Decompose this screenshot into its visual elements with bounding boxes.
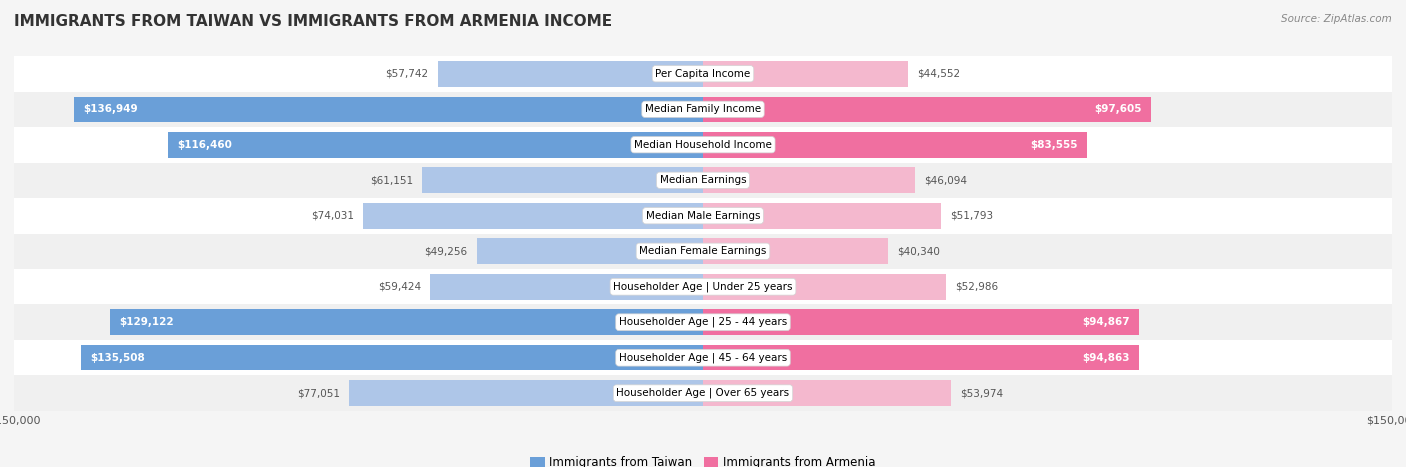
Text: Median Household Income: Median Household Income: [634, 140, 772, 150]
Bar: [703, 345, 1139, 370]
Bar: [14, 269, 1392, 304]
Text: $51,793: $51,793: [950, 211, 993, 221]
Text: Median Male Earnings: Median Male Earnings: [645, 211, 761, 221]
Text: $94,863: $94,863: [1083, 353, 1129, 363]
Text: $44,552: $44,552: [917, 69, 960, 79]
Bar: [477, 239, 703, 264]
Bar: [14, 127, 1392, 163]
Bar: [430, 274, 703, 299]
Bar: [110, 310, 703, 335]
Bar: [703, 203, 941, 228]
Bar: [703, 310, 1139, 335]
Bar: [14, 198, 1392, 234]
Bar: [437, 61, 703, 86]
Bar: [14, 56, 1392, 92]
Text: $49,256: $49,256: [425, 246, 468, 256]
Bar: [703, 168, 915, 193]
Text: $52,986: $52,986: [956, 282, 998, 292]
Text: $77,051: $77,051: [297, 388, 340, 398]
Text: $136,949: $136,949: [83, 104, 138, 114]
Text: $40,340: $40,340: [897, 246, 941, 256]
Text: $61,151: $61,151: [370, 175, 413, 185]
Bar: [14, 163, 1392, 198]
Text: Source: ZipAtlas.com: Source: ZipAtlas.com: [1281, 14, 1392, 24]
Text: IMMIGRANTS FROM TAIWAN VS IMMIGRANTS FROM ARMENIA INCOME: IMMIGRANTS FROM TAIWAN VS IMMIGRANTS FRO…: [14, 14, 612, 29]
Text: $74,031: $74,031: [311, 211, 354, 221]
Bar: [14, 234, 1392, 269]
Bar: [349, 381, 703, 406]
Bar: [422, 168, 703, 193]
Text: $83,555: $83,555: [1031, 140, 1077, 150]
Text: Householder Age | Under 25 years: Householder Age | Under 25 years: [613, 282, 793, 292]
Text: $57,742: $57,742: [385, 69, 429, 79]
Text: $135,508: $135,508: [90, 353, 145, 363]
Bar: [169, 132, 703, 157]
Text: Median Earnings: Median Earnings: [659, 175, 747, 185]
Bar: [703, 381, 950, 406]
Bar: [14, 304, 1392, 340]
Bar: [703, 274, 946, 299]
Text: $94,867: $94,867: [1081, 317, 1129, 327]
Text: Median Family Income: Median Family Income: [645, 104, 761, 114]
Bar: [703, 132, 1087, 157]
Text: $53,974: $53,974: [960, 388, 1004, 398]
Bar: [14, 375, 1392, 411]
Text: Householder Age | 45 - 64 years: Householder Age | 45 - 64 years: [619, 353, 787, 363]
Text: Per Capita Income: Per Capita Income: [655, 69, 751, 79]
Text: Median Female Earnings: Median Female Earnings: [640, 246, 766, 256]
Bar: [363, 203, 703, 228]
Bar: [80, 345, 703, 370]
Bar: [14, 340, 1392, 375]
Bar: [75, 97, 703, 122]
Text: $129,122: $129,122: [120, 317, 174, 327]
Text: $116,460: $116,460: [177, 140, 232, 150]
Bar: [703, 97, 1152, 122]
Legend: Immigrants from Taiwan, Immigrants from Armenia: Immigrants from Taiwan, Immigrants from …: [530, 456, 876, 467]
Text: Householder Age | Over 65 years: Householder Age | Over 65 years: [616, 388, 790, 398]
Text: Householder Age | 25 - 44 years: Householder Age | 25 - 44 years: [619, 317, 787, 327]
Bar: [14, 92, 1392, 127]
Text: $59,424: $59,424: [378, 282, 420, 292]
Text: $97,605: $97,605: [1095, 104, 1142, 114]
Bar: [703, 61, 908, 86]
Text: $46,094: $46,094: [924, 175, 967, 185]
Bar: [703, 239, 889, 264]
